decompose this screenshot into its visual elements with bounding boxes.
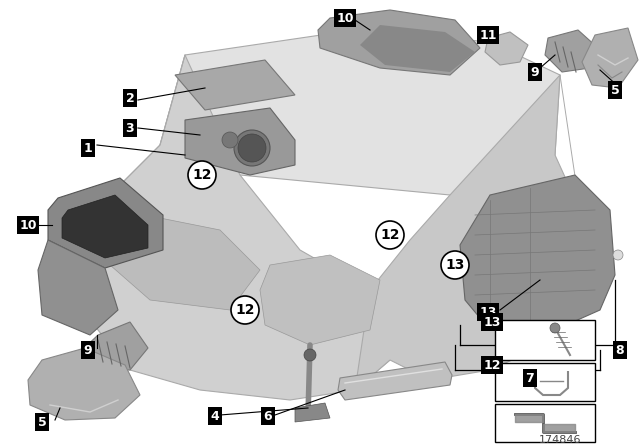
Polygon shape (175, 60, 295, 110)
Text: 9: 9 (531, 65, 540, 78)
Text: 5: 5 (611, 83, 620, 96)
Text: 10: 10 (336, 12, 354, 25)
Circle shape (188, 161, 216, 189)
Polygon shape (90, 55, 390, 400)
Text: 13: 13 (483, 315, 500, 328)
Text: 1: 1 (84, 142, 92, 155)
Polygon shape (80, 322, 148, 370)
Circle shape (238, 134, 266, 162)
Circle shape (613, 250, 623, 260)
Circle shape (550, 323, 560, 333)
Polygon shape (110, 215, 260, 310)
Text: 12: 12 (236, 303, 255, 317)
Circle shape (441, 251, 469, 279)
Polygon shape (48, 178, 163, 268)
Text: 8: 8 (616, 344, 624, 357)
Polygon shape (318, 10, 480, 75)
Text: 5: 5 (38, 415, 46, 428)
Text: 13: 13 (479, 306, 497, 319)
Text: 7: 7 (525, 371, 534, 384)
Polygon shape (295, 403, 330, 422)
Polygon shape (460, 175, 615, 330)
Polygon shape (185, 108, 295, 175)
FancyBboxPatch shape (495, 320, 595, 360)
Text: 9: 9 (84, 344, 92, 357)
Text: 13: 13 (445, 258, 465, 272)
Text: 4: 4 (211, 409, 220, 422)
Text: 10: 10 (19, 219, 36, 232)
Text: 12: 12 (380, 228, 400, 242)
Polygon shape (355, 75, 580, 390)
Circle shape (222, 132, 238, 148)
Polygon shape (582, 28, 638, 88)
Polygon shape (38, 240, 118, 335)
Polygon shape (545, 30, 598, 72)
Circle shape (376, 221, 404, 249)
Text: 2: 2 (125, 91, 134, 104)
Circle shape (231, 296, 259, 324)
FancyBboxPatch shape (495, 363, 595, 401)
Text: 3: 3 (125, 121, 134, 134)
Text: 11: 11 (479, 29, 497, 42)
Polygon shape (160, 30, 560, 195)
Polygon shape (62, 195, 148, 258)
Text: 174846: 174846 (539, 435, 581, 445)
Polygon shape (28, 348, 140, 420)
Circle shape (234, 130, 270, 166)
Text: 12: 12 (483, 358, 500, 371)
Text: 12: 12 (192, 168, 212, 182)
FancyBboxPatch shape (495, 404, 595, 442)
Polygon shape (260, 255, 380, 345)
Polygon shape (360, 25, 475, 72)
Text: 6: 6 (264, 409, 272, 422)
Polygon shape (485, 32, 528, 65)
Polygon shape (338, 362, 452, 400)
Circle shape (304, 349, 316, 361)
